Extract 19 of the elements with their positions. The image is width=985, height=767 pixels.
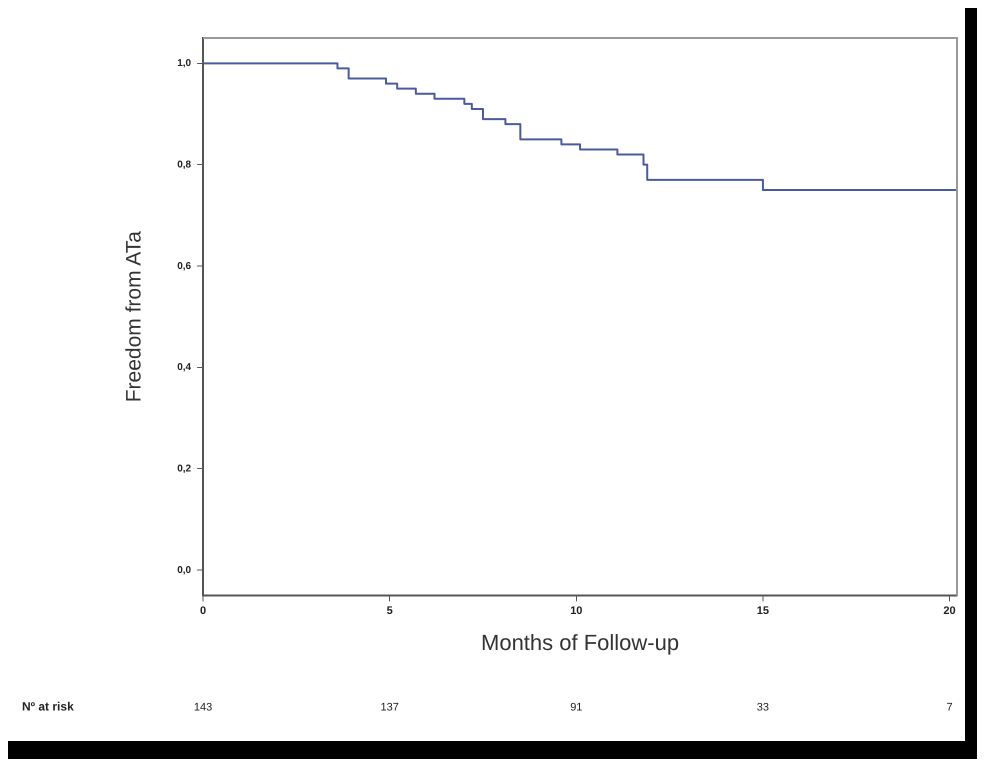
y-tick-label: 1,0 bbox=[177, 58, 192, 70]
y-tick-label: 0,8 bbox=[177, 159, 192, 170]
y-tick-label: 0,4 bbox=[177, 362, 192, 374]
y-tick-label: 0,2 bbox=[177, 463, 192, 474]
x-tick-label: 15 bbox=[756, 605, 770, 618]
y-tick-label: 0,6 bbox=[177, 260, 192, 272]
x-tick-label: 0 bbox=[200, 605, 206, 618]
text: 137 bbox=[380, 701, 399, 714]
x-tick-label: 20 bbox=[943, 605, 956, 618]
text: Nº at risk bbox=[22, 700, 74, 714]
text: 33 bbox=[756, 701, 770, 714]
text: 7 bbox=[946, 701, 953, 714]
text: 143 bbox=[194, 701, 212, 714]
y-axis-title: Freedom from ATa bbox=[122, 230, 146, 402]
y-tick-label: 0,0 bbox=[177, 564, 192, 576]
x-tick-label: 10 bbox=[570, 605, 582, 618]
x-tick-label: 5 bbox=[386, 605, 393, 618]
text: 91 bbox=[570, 701, 582, 714]
x-axis-title: Months of Follow-up bbox=[481, 630, 680, 655]
